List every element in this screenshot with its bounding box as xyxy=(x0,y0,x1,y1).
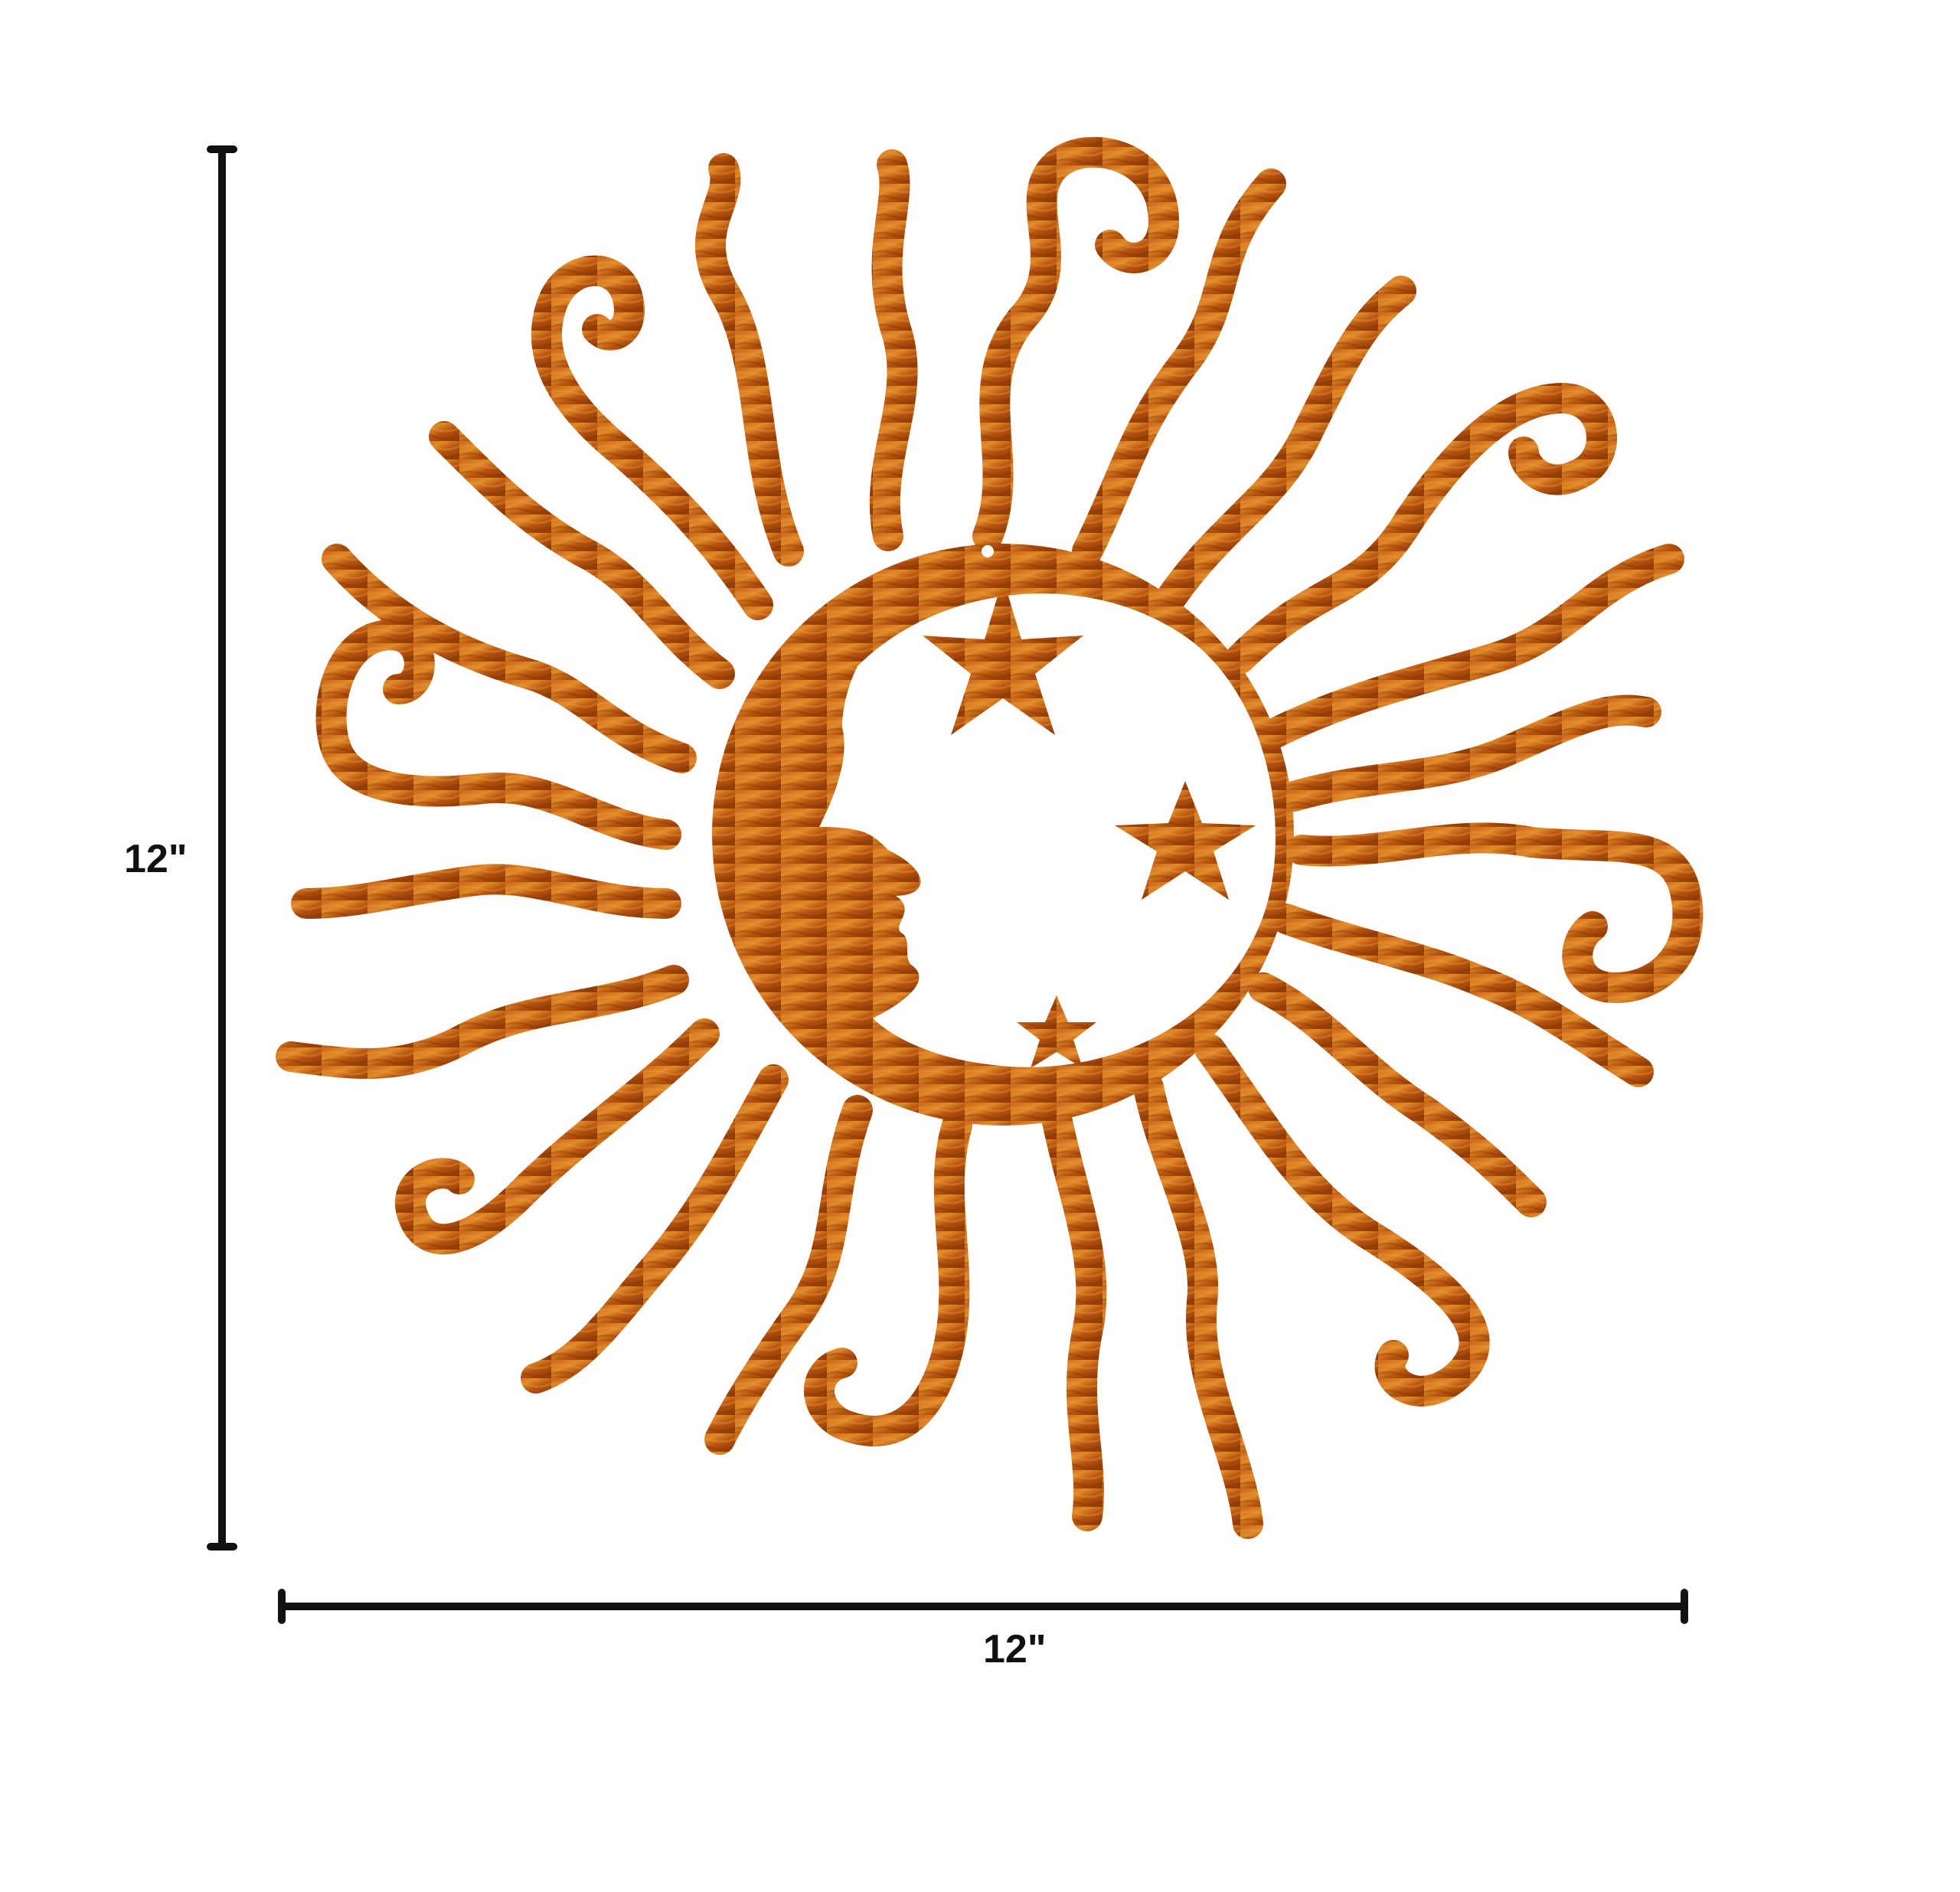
ray xyxy=(1072,168,1286,567)
ray xyxy=(521,1064,789,1394)
ray xyxy=(869,149,918,551)
moon-face xyxy=(712,544,1294,1155)
ray xyxy=(1194,1034,1490,1407)
height-dimension-line xyxy=(207,145,237,1551)
ray xyxy=(429,421,735,689)
ray xyxy=(694,153,804,567)
ray xyxy=(1133,1072,1263,1539)
ray xyxy=(1156,276,1416,613)
ray xyxy=(704,1095,873,1455)
ray xyxy=(322,544,697,773)
height-label: 12" xyxy=(124,837,188,881)
ray xyxy=(1041,1103,1107,1531)
ray xyxy=(315,619,681,850)
ray xyxy=(1286,822,1704,1003)
ray xyxy=(1279,694,1661,812)
hanging-hole-top xyxy=(982,545,994,557)
ray xyxy=(395,1018,720,1255)
width-dimension-line xyxy=(278,1589,1688,1624)
ray xyxy=(804,1110,972,1446)
ray xyxy=(1271,904,1654,1087)
width-label: 12" xyxy=(983,1627,1047,1671)
face-cutout xyxy=(819,593,1276,1067)
ray xyxy=(972,136,1179,551)
star-top xyxy=(923,578,1083,735)
sun-rays xyxy=(276,136,1704,1539)
ray xyxy=(276,965,689,1079)
ray xyxy=(291,864,681,919)
hanging-hole-bottom xyxy=(982,1142,994,1155)
ray xyxy=(1256,544,1684,750)
ray xyxy=(1225,383,1617,674)
ray xyxy=(1248,972,1547,1217)
star-right xyxy=(1115,781,1256,900)
star-bottom xyxy=(1017,995,1096,1068)
ray xyxy=(531,255,773,620)
